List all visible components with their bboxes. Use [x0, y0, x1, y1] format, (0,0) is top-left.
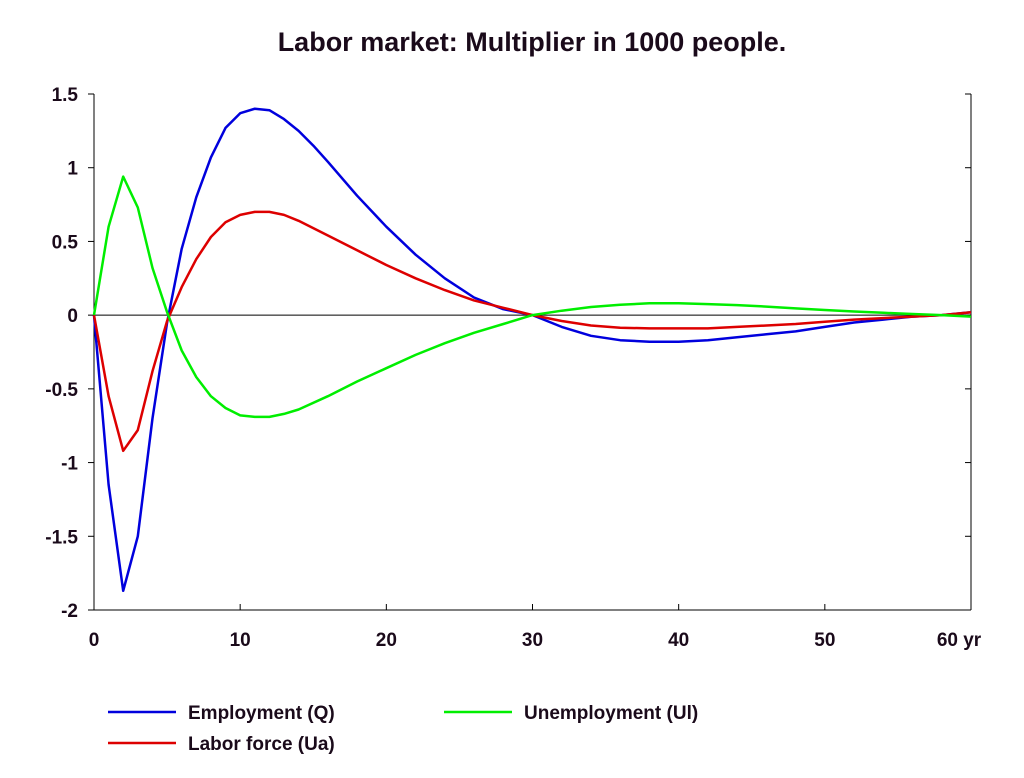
series-line-2: [92, 175, 972, 419]
series-line-0: [92, 107, 972, 593]
x-tick-label: 50: [814, 630, 835, 651]
series-line-1: [92, 210, 972, 453]
legend: Employment (Q) Labor force (Ua) Unemployme…: [108, 703, 698, 755]
x-tick-label: 0: [89, 630, 100, 651]
series-lines: [92, 107, 972, 593]
y-tick-label: -1.5: [45, 527, 78, 548]
x-tick-label: 30: [522, 630, 543, 651]
y-tick-label: -2: [61, 601, 78, 622]
plot-area: [93, 94, 972, 611]
x-tick-label: 10: [230, 630, 251, 651]
y-tick-label: 1: [67, 159, 78, 180]
y-tick-label: -1: [61, 454, 78, 475]
y-tick-label: 0.5: [52, 232, 79, 253]
axis-ticks: 1.5 1 0.5 0 -0.5 -1 -1.5 -2 0 10 20 30 40 50 60 yr: [45, 85, 982, 651]
chart-title: Labor market: Multiplier in 1000 people.: [278, 27, 787, 57]
y-tick-label: -0.5: [45, 380, 78, 401]
x-tick-label: 40: [668, 630, 689, 651]
legend-label-1: Labor force (Ua): [188, 734, 335, 755]
y-tick-label: 0: [67, 306, 78, 327]
x-tick-label: 60 yr: [937, 630, 982, 651]
legend-label-2: Unemployment (Ul): [524, 703, 698, 724]
x-tick-label: 20: [376, 630, 397, 651]
legend-label-0: Employment (Q): [188, 703, 335, 724]
y-tick-label: 1.5: [52, 85, 79, 106]
